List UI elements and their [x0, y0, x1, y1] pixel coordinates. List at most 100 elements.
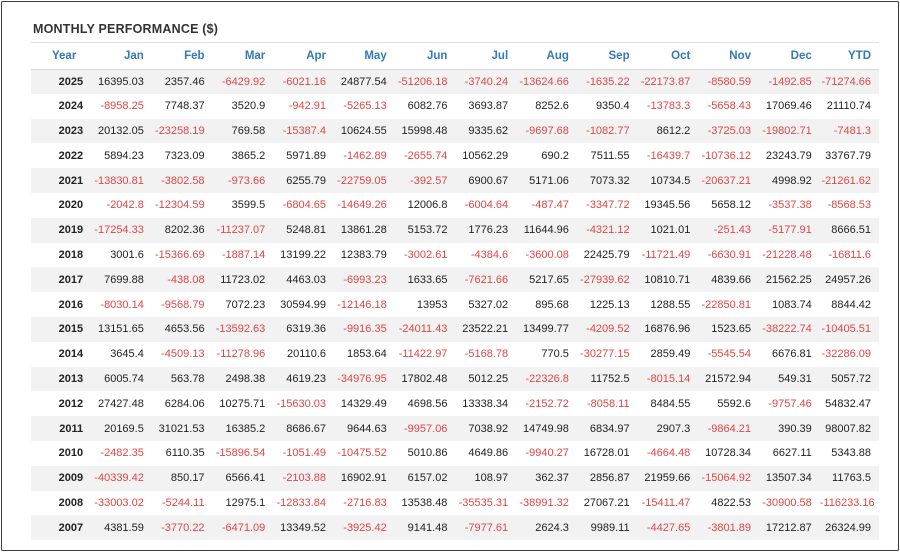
- value-cell-dec: -5177.91: [759, 217, 820, 243]
- value-cell-apr: 6255.79: [273, 168, 334, 193]
- value-cell-mar: -973.66: [212, 168, 274, 193]
- value-cell-feb: -5244.11: [151, 490, 213, 516]
- value-cell-jun: -2655.74: [394, 143, 456, 169]
- value-cell-ytd: 24957.26: [819, 267, 879, 293]
- value-cell-mar: -11278.96: [212, 341, 274, 367]
- value-cell-nov: 5592.6: [698, 391, 760, 417]
- year-cell: 2022: [31, 143, 92, 169]
- value-cell-jul: -7621.66: [455, 267, 517, 293]
- value-cell-may: -22759.05: [334, 168, 395, 193]
- value-cell-nov: -8580.59: [698, 69, 760, 94]
- value-cell-nov: -5545.54: [698, 341, 760, 367]
- value-cell-sep: 1225.13: [576, 292, 638, 317]
- value-cell-aug: -38991.32: [516, 490, 577, 516]
- value-cell-sep: 27067.21: [576, 490, 638, 516]
- value-cell-dec: 390.39: [759, 416, 820, 441]
- value-cell-aug: 14749.98: [516, 416, 577, 441]
- value-cell-sep: 7073.32: [576, 168, 638, 193]
- value-cell-jun: 6157.02: [394, 465, 456, 491]
- value-cell-sep: 9350.4: [576, 93, 638, 119]
- value-cell-nov: -6630.91: [698, 242, 760, 268]
- value-cell-jun: 13953: [394, 292, 456, 317]
- table-header-row: Year Jan Feb Mar Apr May Jun Jul Aug Sep Oct Nov Dec…: [31, 44, 879, 70]
- year-cell: 2014: [31, 341, 92, 367]
- value-cell-jan: 20132.05: [91, 118, 152, 144]
- year-cell: 2010: [31, 440, 92, 466]
- value-cell-dec: 6676.81: [759, 341, 820, 367]
- value-cell-may: -10475.52: [334, 440, 395, 466]
- value-cell-jun: 5153.72: [394, 217, 456, 243]
- value-cell-feb: 7748.37: [151, 93, 213, 119]
- value-cell-feb: -23258.19: [151, 118, 213, 144]
- table-row: 2021 -13830.81 -3802.58 -973.66 6255.79 -2275…: [31, 168, 879, 193]
- value-cell-jun: -24011.43: [394, 316, 456, 342]
- value-cell-feb: 6110.35: [151, 440, 213, 466]
- value-cell-apr: -12833.84: [273, 490, 334, 516]
- value-cell-jun: -51206.18: [394, 69, 456, 94]
- value-cell-aug: 2624.3: [516, 515, 577, 541]
- value-cell-mar: 11723.02: [212, 267, 274, 293]
- value-cell-feb: 4653.56: [151, 316, 213, 342]
- value-cell-nov: 1523.65: [698, 316, 760, 342]
- value-cell-sep: -27939.62: [576, 267, 638, 293]
- value-cell-jun: 12006.8: [394, 192, 456, 218]
- value-cell-mar: 7072.23: [212, 292, 274, 317]
- value-cell-mar: 10275.71: [212, 391, 274, 417]
- table-row: 2017 7699.88 -438.08 11723.02 4463.03 -6993.2…: [31, 267, 879, 293]
- value-cell-dec: 4998.92: [759, 168, 820, 193]
- value-cell-nov: -5658.43: [698, 93, 760, 119]
- year-cell: 2020: [31, 192, 92, 218]
- value-cell-jun: 1633.65: [394, 267, 456, 293]
- year-cell: 2015: [31, 316, 92, 342]
- value-cell-jan: -8030.14: [91, 292, 152, 317]
- value-cell-apr: 4619.23: [273, 366, 334, 392]
- value-cell-nov: -3801.89: [698, 515, 760, 541]
- value-cell-mar: -13592.63: [212, 316, 274, 342]
- value-cell-ytd: -21261.62: [819, 168, 879, 193]
- value-cell-sep: -3347.72: [576, 192, 638, 218]
- value-cell-ytd: -71274.66: [819, 69, 879, 94]
- value-cell-oct: 8612.2: [637, 118, 699, 144]
- value-cell-dec: 13507.34: [759, 465, 820, 491]
- value-cell-dec: 21562.25: [759, 267, 820, 293]
- value-cell-jul: 23522.21: [455, 316, 517, 342]
- value-cell-ytd: 8666.51: [819, 217, 879, 243]
- value-cell-oct: 10734.5: [637, 168, 699, 193]
- year-cell: 2007: [31, 515, 92, 541]
- value-cell-sep: 2856.87: [576, 465, 638, 491]
- value-cell-jan: 3001.6: [91, 242, 152, 268]
- value-cell-ytd: 98007.82: [819, 416, 879, 441]
- value-cell-jul: 108.97: [455, 465, 517, 491]
- table-row: 2025 16395.03 2357.46 -6429.92 -6021.16 24877…: [31, 69, 879, 94]
- column-header-may: May: [334, 44, 395, 70]
- column-header-jun: Jun: [394, 44, 456, 70]
- value-cell-oct: 10810.71: [637, 267, 699, 293]
- column-header-nov: Nov: [698, 44, 760, 70]
- value-cell-dec: -19802.71: [759, 118, 820, 144]
- value-cell-apr: 6319.36: [273, 316, 334, 342]
- value-cell-jan: 6005.74: [91, 366, 152, 392]
- value-cell-apr: -15387.4: [273, 118, 334, 144]
- value-cell-jun: 6082.76: [394, 93, 456, 119]
- value-cell-jan: 3645.4: [91, 341, 152, 367]
- value-cell-may: -9916.35: [334, 316, 395, 342]
- value-cell-jan: -33003.02: [91, 490, 152, 516]
- value-cell-jul: 3693.87: [455, 93, 517, 119]
- value-cell-nov: 5658.12: [698, 192, 760, 218]
- value-cell-jan: 20169.5: [91, 416, 152, 441]
- year-cell: 2018: [31, 242, 92, 268]
- value-cell-dec: -38222.74: [759, 316, 820, 342]
- table-row: 2020 -2042.8 -12304.59 3599.5 -6804.65 -14649…: [31, 192, 879, 218]
- value-cell-jan: -17254.33: [91, 217, 152, 243]
- value-cell-jun: -11422.97: [394, 341, 456, 367]
- value-cell-apr: 13199.22: [273, 242, 334, 268]
- table-row: 2009 -40339.42 850.17 6566.41 -2103.88 16902.…: [31, 465, 879, 491]
- value-cell-apr: -1051.49: [273, 440, 334, 466]
- value-cell-mar: 3865.2: [212, 143, 274, 169]
- value-cell-aug: 13499.77: [516, 316, 577, 342]
- value-cell-oct: 2859.49: [637, 341, 699, 367]
- value-cell-oct: 21959.66: [637, 465, 699, 491]
- value-cell-feb: -3770.22: [151, 515, 213, 541]
- value-cell-jan: -40339.42: [91, 465, 152, 491]
- value-cell-jun: -3002.61: [394, 242, 456, 268]
